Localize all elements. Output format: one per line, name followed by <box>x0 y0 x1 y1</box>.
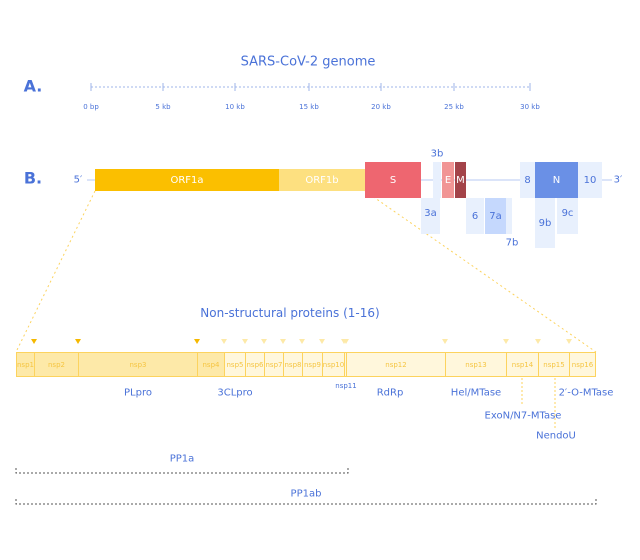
cleavage-site-marker <box>299 339 305 344</box>
nsp-6: nsp6 <box>245 352 264 377</box>
cleavage-site-marker <box>242 339 248 344</box>
gene-8: 8 <box>520 162 535 198</box>
section-a-label: A. <box>23 76 43 96</box>
function-rdrp: RdRp <box>376 387 404 399</box>
axis-tick-label: 0 bp <box>83 103 99 111</box>
gene-7a: 7a <box>485 198 506 234</box>
function-hel-mtase: Hel/MTase <box>450 387 502 399</box>
cleavage-site-marker <box>535 339 541 344</box>
three-prime-label: 3′ <box>613 174 623 186</box>
nsp-9: nsp9 <box>302 352 322 377</box>
cleavage-site-marker <box>75 339 81 344</box>
nsp-bar-end <box>595 352 596 377</box>
gene-orf1a: ORF1a <box>95 169 279 191</box>
gene-9b: 9b <box>535 198 555 248</box>
gene-7b-box <box>506 198 512 234</box>
nsp-8: nsp8 <box>283 352 302 377</box>
gene-n: N <box>535 162 578 198</box>
axis-tick-label: 25 kb <box>444 103 464 111</box>
gene-orf1b: ORF1b <box>279 169 365 191</box>
axis-tick-label: 5 kb <box>155 103 171 111</box>
axis-tick-label: 10 kb <box>225 103 245 111</box>
gene-3b-label: 3b <box>430 148 444 160</box>
nsp-14: nsp14 <box>506 352 538 377</box>
gene-3a: 3a <box>421 198 440 234</box>
pp1ab-label: PP1ab <box>290 488 322 500</box>
cleavage-site-marker <box>566 339 572 344</box>
gene-6: 6 <box>466 198 484 234</box>
function-exon: ExoN/N7-MTase <box>484 410 562 422</box>
nsp-5: nsp5 <box>224 352 245 377</box>
nsp-15: nsp15 <box>538 352 569 377</box>
gene-10: 10 <box>578 162 602 198</box>
cleavage-site-marker <box>194 339 200 344</box>
nsp-16: nsp16 <box>569 352 595 377</box>
cleavage-site-marker <box>31 339 37 344</box>
axis-tick-label: 15 kb <box>299 103 319 111</box>
cleavage-site-marker <box>442 339 448 344</box>
function-2o-mtase: 2′-O-MTase <box>558 387 614 399</box>
nsp-title: Non-structural proteins (1-16) <box>200 306 380 320</box>
cleavage-site-marker <box>343 339 349 344</box>
five-prime-label: 5′ <box>73 174 83 186</box>
gene-9c: 9c <box>557 198 578 234</box>
nsp-1: nsp1 <box>16 352 34 377</box>
function-nendou: NendoU <box>536 430 576 442</box>
pp1a-label: PP1a <box>169 453 195 465</box>
cleavage-site-marker <box>261 339 267 344</box>
genome-title: SARS-CoV-2 genome <box>240 54 376 70</box>
nsp-12: nsp12 <box>346 352 445 377</box>
function-nsp11: nsp11 <box>335 382 357 390</box>
function-3clpro: 3CLpro <box>217 387 253 399</box>
cleavage-site-marker <box>280 339 286 344</box>
cleavage-site-marker <box>319 339 325 344</box>
gene-s: S <box>365 162 421 198</box>
function-plpro: PLpro <box>124 387 152 399</box>
cleavage-site-marker <box>503 339 509 344</box>
gene-7b-label: 7b <box>505 237 519 249</box>
nsp-11 <box>344 352 346 377</box>
gene-e: E <box>442 162 454 198</box>
nsp-3: nsp3 <box>78 352 197 377</box>
nsp-10: nsp10 <box>322 352 344 377</box>
gene-m: M <box>455 162 466 198</box>
nsp-2: nsp2 <box>34 352 78 377</box>
nsp-13: nsp13 <box>445 352 506 377</box>
gene-3b-box <box>433 162 441 198</box>
axis-tick-label: 20 kb <box>371 103 391 111</box>
axis-tick-label: 30 kb <box>520 103 540 111</box>
nsp-4: nsp4 <box>197 352 224 377</box>
nsp-7: nsp7 <box>264 352 283 377</box>
section-b-label: B. <box>23 168 43 188</box>
cleavage-site-marker <box>221 339 227 344</box>
